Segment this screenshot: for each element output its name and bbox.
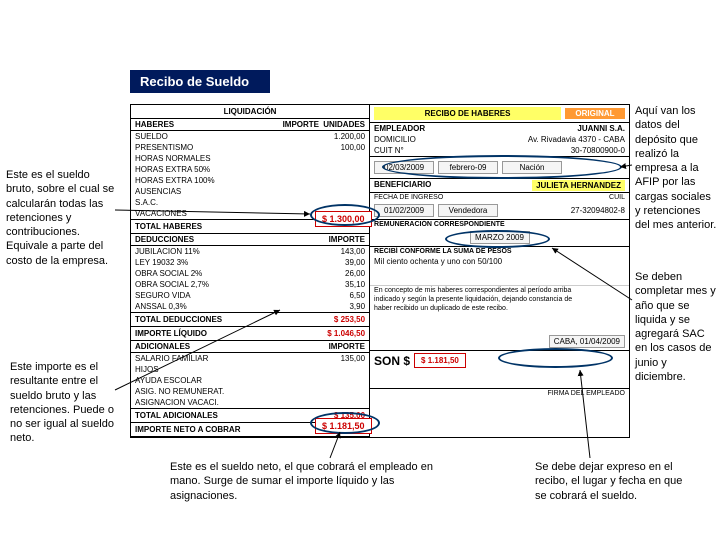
jubilacion: JUBILACION 11%	[135, 247, 200, 256]
lugar-fecha: CABA, 01/04/2009	[549, 335, 625, 348]
sueldo-val: 1.200,00	[334, 132, 365, 141]
annotation-bruto: Este es el sueldo bruto, sobre el cual s…	[6, 168, 116, 268]
anticipo: ANSSAL 0,3%	[135, 302, 187, 311]
annotation-neto: Este es el sueldo neto, el que cobrará e…	[170, 460, 460, 503]
total-deducciones-label: TOTAL DEDUCCIONES	[135, 315, 222, 324]
horas-extra50: HORAS EXTRA 50%	[135, 165, 210, 174]
deducciones-header: DEDUCCIONES	[135, 235, 273, 244]
firma-label: FIRMA DEL EMPLEADO	[370, 388, 629, 398]
col-unidades: UNIDADES	[319, 120, 365, 129]
segvida: SEGURO VIDA	[135, 291, 191, 300]
categoria: Vendedora	[438, 204, 498, 217]
cuil-label: CUIL	[609, 194, 625, 201]
annotation-deposito: Aquí van los datos del depósito que real…	[635, 104, 717, 233]
importe-liquido-val: $ 1.046,50	[327, 329, 365, 338]
haberes-columns: HABERES IMPORTE UNIDADES	[131, 118, 369, 131]
son-label: SON $	[374, 354, 410, 368]
domicilio-val: Av. Rivadavia 4370 - CABA	[528, 135, 625, 144]
callout-periodo	[445, 230, 550, 248]
presentismo-val: 100,00	[341, 143, 365, 152]
domicilio-label: DOMICILIO	[374, 135, 416, 144]
fecha-ingreso: 01/02/2009	[374, 204, 434, 217]
fecha-ingreso-label: FECHA DE INGRESO	[374, 194, 443, 201]
ayuda-escolar: AYUDA ESCOLAR	[135, 376, 202, 385]
liquidacion-header: LIQUIDACIÓN	[131, 105, 369, 118]
ley19032-val: 39,00	[345, 258, 365, 267]
sueldo-label: SUELDO	[135, 132, 168, 141]
ley19032: LEY 19032 3%	[135, 258, 188, 267]
osocial: OBRA SOCIAL 2%	[135, 269, 202, 278]
horas-extra100: HORAS EXTRA 100%	[135, 176, 215, 185]
presentismo-label: PRESENTISMO	[135, 143, 193, 152]
ausencias: AUSENCIAS	[135, 187, 181, 196]
osocial-val: 26,00	[345, 269, 365, 278]
concepto-3: haber recibido un duplicado de este reci…	[370, 304, 629, 313]
jubilacion-val: 143,00	[341, 247, 365, 256]
title-bar: Recibo de Sueldo	[130, 70, 270, 93]
segvida-val: 6,50	[349, 291, 365, 300]
remun-label: REMUNERACIÓN CORRESPONDIENTE	[370, 219, 629, 229]
total-adicionales-label: TOTAL ADICIONALES	[135, 411, 218, 420]
total-haberes-label: TOTAL HABERES	[135, 222, 202, 231]
osocial-sind-val: 35,10	[345, 280, 365, 289]
salario-fam-val: 135,00	[341, 354, 365, 363]
vacaciones: VACACIONES	[135, 209, 187, 218]
osocial-sind: OBRA SOCIAL 2,7%	[135, 280, 209, 289]
concepto-1: En concepto de mis haberes correspondien…	[370, 285, 629, 295]
empleador-val: JUANNI S.A.	[577, 124, 625, 133]
adicionales-header: ADICIONALES	[135, 342, 273, 351]
asig-nores: ASIG. NO REMUNERAT.	[135, 387, 224, 396]
cuit-val: 30-70800900-0	[571, 146, 625, 155]
callout-lugar-fecha	[498, 348, 613, 368]
hijos: HIJOS	[135, 365, 159, 374]
sac: S.A.C.	[135, 198, 158, 207]
cuil-val: 27-32094802-8	[502, 206, 625, 215]
importe-liquido-label: IMPORTE LÍQUIDO	[135, 329, 207, 338]
payslip: LIQUIDACIÓN HABERES IMPORTE UNIDADES SUE…	[130, 104, 630, 438]
col-importe: IMPORTE	[250, 120, 319, 129]
annotation-liquido: Este importe es el resultante entre el s…	[10, 360, 115, 446]
annotation-periodo: Se deben completar mes y año que se liqu…	[635, 270, 717, 384]
asig-vac: ASIGNACION VACACI.	[135, 398, 219, 407]
callout-deposito	[382, 155, 622, 179]
callout-bruto	[310, 204, 380, 226]
col-importe-2: IMPORTE	[273, 235, 365, 244]
cuit-label: CUIT N°	[374, 146, 404, 155]
annotation-lugar: Se debe dejar expreso en el recibo, el l…	[535, 460, 685, 503]
col-importe-3: IMPORTE	[273, 342, 365, 351]
beneficiario-label: BENEFICIARIO	[374, 180, 431, 191]
anticipo-val: 3,90	[349, 302, 365, 311]
horas-normales: HORAS NORMALES	[135, 154, 211, 163]
son-val: $ 1.181,50	[414, 353, 466, 368]
beneficiario-val: JULIETA HERNANDEZ	[532, 180, 625, 191]
left-column: LIQUIDACIÓN HABERES IMPORTE UNIDADES SUE…	[131, 105, 370, 437]
original-badge: ORIGINAL	[565, 108, 625, 119]
concepto-2: indicado y según la presente liquidación…	[370, 295, 629, 304]
importe-letras: Mil ciento ochenta y uno con 50/100	[370, 256, 629, 267]
empleador-label: EMPLEADOR	[374, 124, 425, 133]
salario-fam: SALARIO FAMILIAR	[135, 354, 208, 363]
col-haberes: HABERES	[135, 120, 250, 129]
importe-neto-label: IMPORTE NETO A COBRAR	[135, 425, 240, 434]
recibo-haberes-header: RECIBO DE HABERES	[374, 107, 561, 120]
callout-neto	[310, 412, 380, 434]
total-deducciones-val: $ 253,50	[334, 315, 365, 324]
